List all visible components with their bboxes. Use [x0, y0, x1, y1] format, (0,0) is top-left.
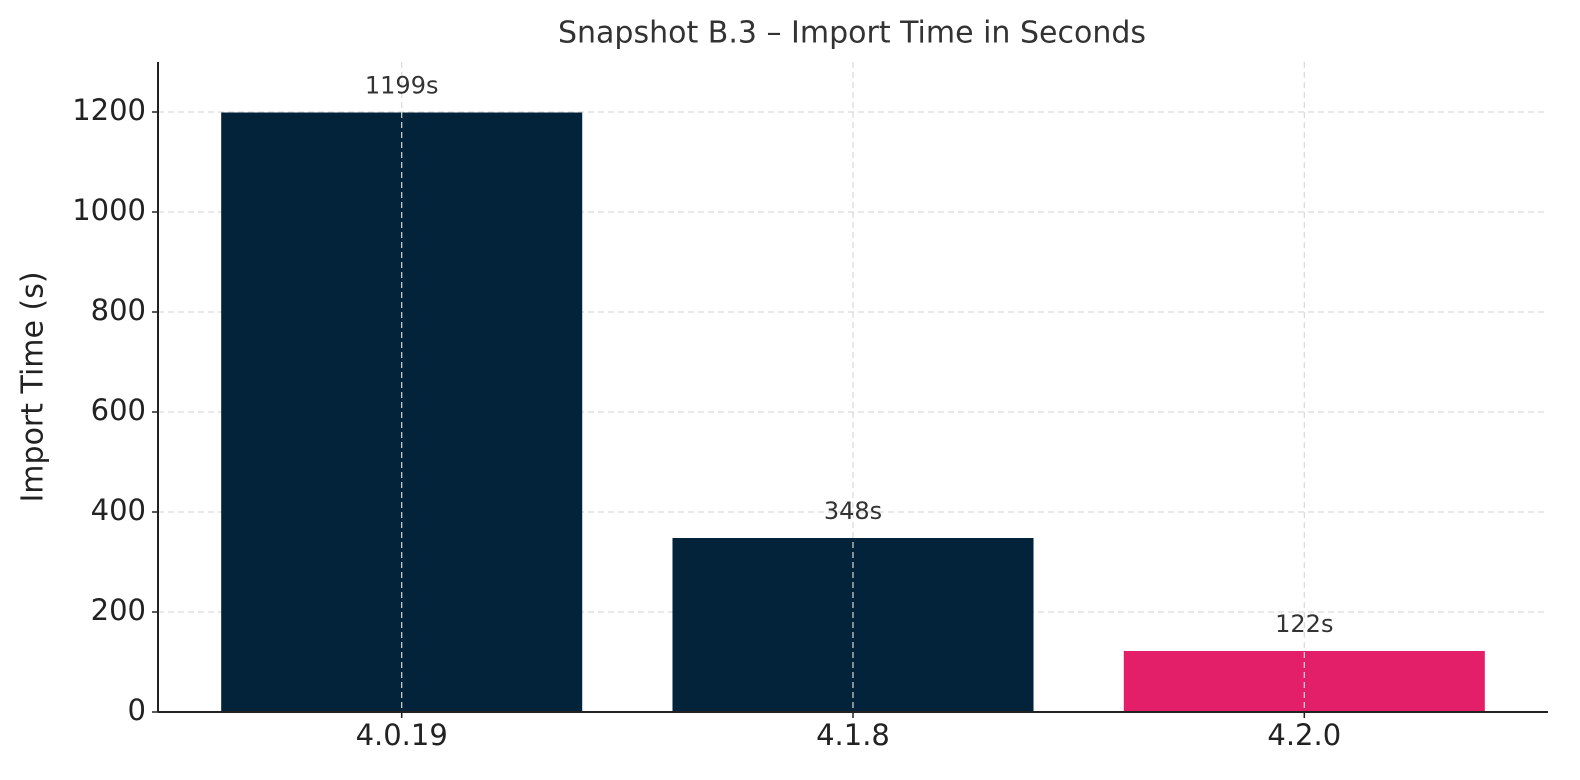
- value-label: 1199s: [365, 72, 439, 100]
- y-axis-label: Import Time (s): [16, 271, 51, 502]
- x-tick-label: 4.2.0: [1267, 718, 1341, 752]
- value-label: 348s: [824, 497, 882, 525]
- y-tick-label: 1000: [72, 193, 146, 227]
- x-tick-label: 4.1.8: [816, 718, 890, 752]
- y-tick-label: 400: [91, 493, 146, 527]
- y-tick-label: 800: [91, 293, 146, 327]
- value-label: 122s: [1275, 610, 1333, 638]
- chart-title: Snapshot B.3 – Import Time in Seconds: [558, 16, 1146, 51]
- x-tick-label: 4.0.19: [356, 718, 448, 752]
- y-tick-label: 1200: [72, 93, 146, 127]
- y-tick-label: 0: [128, 693, 146, 727]
- bar: [1123, 651, 1485, 712]
- y-tick-label: 200: [91, 593, 146, 627]
- y-tick-label: 600: [91, 393, 146, 427]
